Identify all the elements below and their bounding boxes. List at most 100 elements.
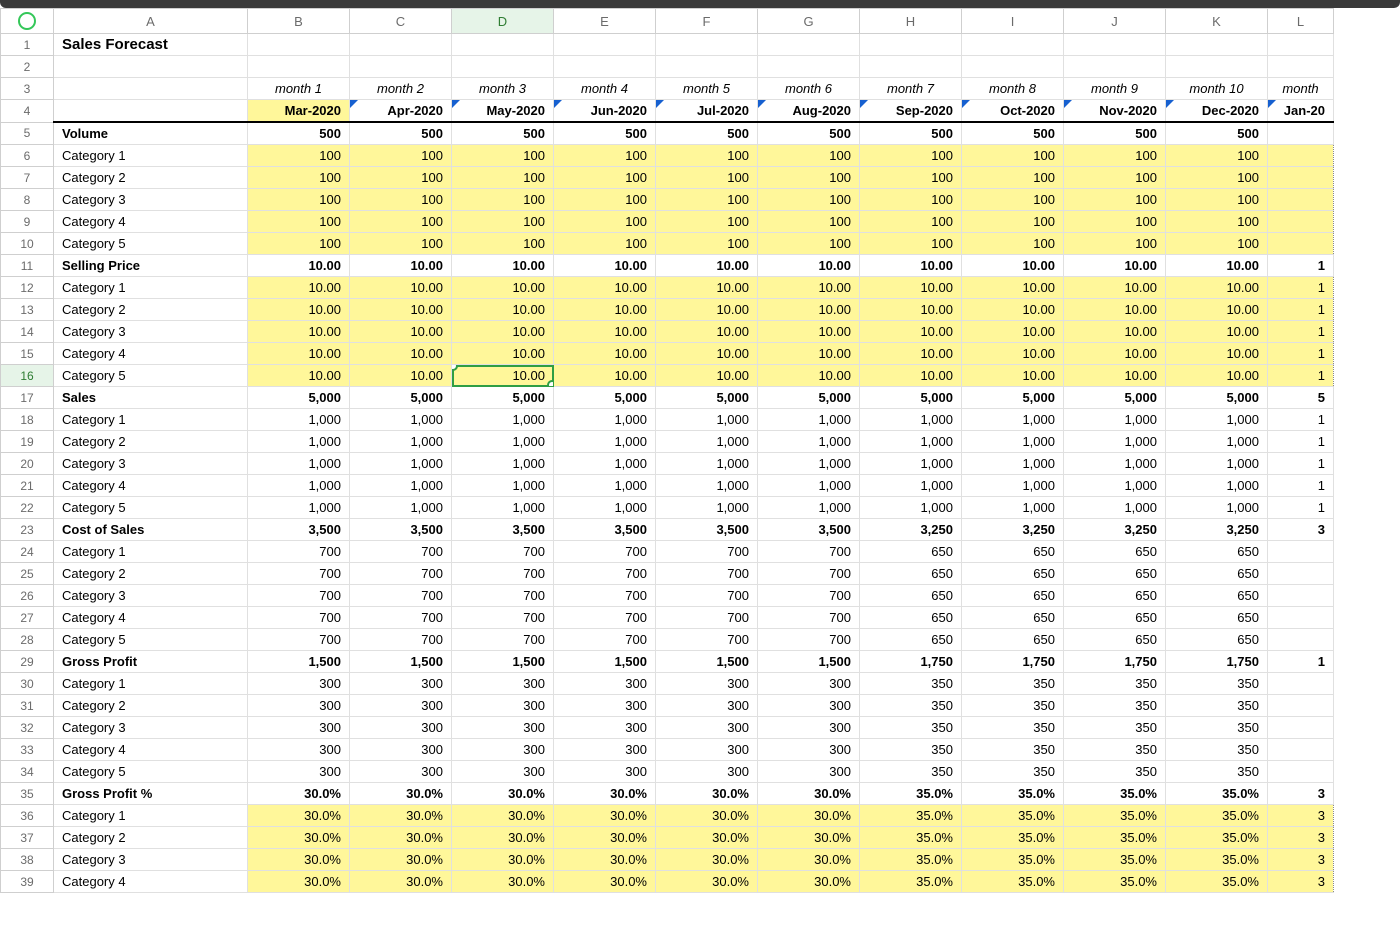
data-cell[interactable]: 300 bbox=[452, 739, 554, 761]
section-label[interactable]: Volume bbox=[54, 122, 248, 145]
column-header-G[interactable]: G bbox=[758, 9, 860, 34]
data-cell[interactable]: 650 bbox=[962, 629, 1064, 651]
data-cell[interactable]: 30.0% bbox=[656, 871, 758, 893]
data-cell[interactable] bbox=[1268, 695, 1334, 717]
row-header-2[interactable]: 2 bbox=[1, 56, 54, 78]
data-cell[interactable]: 10.00 bbox=[962, 343, 1064, 365]
row-header-28[interactable]: 28 bbox=[1, 629, 54, 651]
data-cell[interactable]: 5,000 bbox=[758, 387, 860, 409]
data-cell[interactable]: 100 bbox=[350, 211, 452, 233]
data-cell[interactable]: 5,000 bbox=[554, 387, 656, 409]
section-label[interactable]: Sales bbox=[54, 387, 248, 409]
cell[interactable] bbox=[758, 34, 860, 56]
data-cell[interactable]: 1,000 bbox=[452, 453, 554, 475]
data-cell[interactable]: 100 bbox=[248, 167, 350, 189]
data-cell[interactable]: 700 bbox=[248, 607, 350, 629]
data-cell[interactable]: 10.00 bbox=[350, 321, 452, 343]
data-cell[interactable]: 350 bbox=[962, 673, 1064, 695]
row-label[interactable]: Category 2 bbox=[54, 695, 248, 717]
data-cell[interactable]: 35.0% bbox=[1064, 827, 1166, 849]
data-cell[interactable]: 5 bbox=[1268, 387, 1334, 409]
row-header-33[interactable]: 33 bbox=[1, 739, 54, 761]
data-cell[interactable]: 10.00 bbox=[860, 365, 962, 387]
data-cell[interactable]: 100 bbox=[554, 189, 656, 211]
data-cell[interactable]: 100 bbox=[452, 233, 554, 255]
row-header-9[interactable]: 9 bbox=[1, 211, 54, 233]
data-cell[interactable]: 30.0% bbox=[554, 805, 656, 827]
row-header-22[interactable]: 22 bbox=[1, 497, 54, 519]
data-cell[interactable]: 10.00 bbox=[758, 277, 860, 299]
data-cell[interactable]: 3 bbox=[1268, 783, 1334, 805]
data-cell[interactable]: 100 bbox=[758, 189, 860, 211]
data-cell[interactable]: 700 bbox=[452, 585, 554, 607]
row-header-5[interactable]: 5 bbox=[1, 122, 54, 145]
data-cell[interactable]: 10.00 bbox=[656, 255, 758, 277]
row-header-37[interactable]: 37 bbox=[1, 827, 54, 849]
cell[interactable] bbox=[54, 100, 248, 123]
data-cell[interactable]: 700 bbox=[554, 563, 656, 585]
data-cell[interactable]: 1,000 bbox=[1064, 497, 1166, 519]
cell[interactable] bbox=[554, 34, 656, 56]
data-cell[interactable]: 1,750 bbox=[1166, 651, 1268, 673]
data-cell[interactable]: 500 bbox=[1166, 122, 1268, 145]
row-header-17[interactable]: 17 bbox=[1, 387, 54, 409]
data-cell[interactable]: 350 bbox=[860, 673, 962, 695]
row-header-23[interactable]: 23 bbox=[1, 519, 54, 541]
data-cell[interactable]: 100 bbox=[1166, 167, 1268, 189]
data-cell[interactable]: 1,500 bbox=[350, 651, 452, 673]
row-header-39[interactable]: 39 bbox=[1, 871, 54, 893]
data-cell[interactable]: 100 bbox=[962, 211, 1064, 233]
row-header-19[interactable]: 19 bbox=[1, 431, 54, 453]
month-label[interactable]: month 9 bbox=[1064, 78, 1166, 100]
data-cell[interactable]: 1 bbox=[1268, 343, 1334, 365]
data-cell[interactable]: 700 bbox=[656, 607, 758, 629]
row-header-11[interactable]: 11 bbox=[1, 255, 54, 277]
row-header-3[interactable]: 3 bbox=[1, 78, 54, 100]
data-cell[interactable]: 10.00 bbox=[656, 299, 758, 321]
data-cell[interactable] bbox=[1268, 673, 1334, 695]
data-cell[interactable]: 10.00 bbox=[1064, 299, 1166, 321]
data-cell[interactable]: 1,500 bbox=[656, 651, 758, 673]
data-cell[interactable]: 35.0% bbox=[1166, 783, 1268, 805]
month-date-header[interactable]: Mar-2020 bbox=[248, 100, 350, 123]
data-cell[interactable]: 300 bbox=[656, 761, 758, 783]
data-cell[interactable] bbox=[1268, 167, 1334, 189]
row-header-34[interactable]: 34 bbox=[1, 761, 54, 783]
data-cell[interactable]: 1,000 bbox=[656, 453, 758, 475]
month-label[interactable]: month 10 bbox=[1166, 78, 1268, 100]
data-cell[interactable]: 100 bbox=[1166, 189, 1268, 211]
data-cell[interactable]: 1,000 bbox=[1166, 453, 1268, 475]
row-label[interactable]: Category 3 bbox=[54, 717, 248, 739]
data-cell[interactable]: 5,000 bbox=[656, 387, 758, 409]
data-cell[interactable]: 10.00 bbox=[962, 365, 1064, 387]
data-cell[interactable]: 30.0% bbox=[452, 849, 554, 871]
data-cell[interactable]: 300 bbox=[656, 739, 758, 761]
data-cell[interactable]: 1,000 bbox=[350, 431, 452, 453]
cell[interactable] bbox=[962, 34, 1064, 56]
spreadsheet-grid[interactable]: ABCDEFGHIJKL1Sales Forecast23month 1mont… bbox=[0, 8, 1334, 893]
data-cell[interactable]: 100 bbox=[962, 145, 1064, 167]
section-label[interactable]: Gross Profit % bbox=[54, 783, 248, 805]
data-cell[interactable]: 3,250 bbox=[860, 519, 962, 541]
data-cell[interactable]: 35.0% bbox=[860, 827, 962, 849]
data-cell[interactable]: 300 bbox=[350, 717, 452, 739]
month-date-header[interactable]: Nov-2020 bbox=[1064, 100, 1166, 123]
data-cell[interactable]: 100 bbox=[1064, 233, 1166, 255]
data-cell[interactable]: 1,000 bbox=[350, 475, 452, 497]
data-cell[interactable]: 100 bbox=[656, 145, 758, 167]
data-cell[interactable]: 10.00 bbox=[1064, 343, 1166, 365]
month-label[interactable]: month 6 bbox=[758, 78, 860, 100]
row-header-25[interactable]: 25 bbox=[1, 563, 54, 585]
data-cell[interactable]: 30.0% bbox=[350, 827, 452, 849]
data-cell[interactable]: 300 bbox=[350, 761, 452, 783]
row-header-8[interactable]: 8 bbox=[1, 189, 54, 211]
data-cell[interactable]: 700 bbox=[350, 607, 452, 629]
data-cell[interactable]: 30.0% bbox=[350, 805, 452, 827]
row-header-26[interactable]: 26 bbox=[1, 585, 54, 607]
data-cell[interactable]: 100 bbox=[962, 233, 1064, 255]
data-cell[interactable]: 1,000 bbox=[758, 475, 860, 497]
row-header-24[interactable]: 24 bbox=[1, 541, 54, 563]
data-cell[interactable]: 35.0% bbox=[860, 805, 962, 827]
row-label[interactable]: Category 5 bbox=[54, 761, 248, 783]
cell[interactable] bbox=[1166, 56, 1268, 78]
